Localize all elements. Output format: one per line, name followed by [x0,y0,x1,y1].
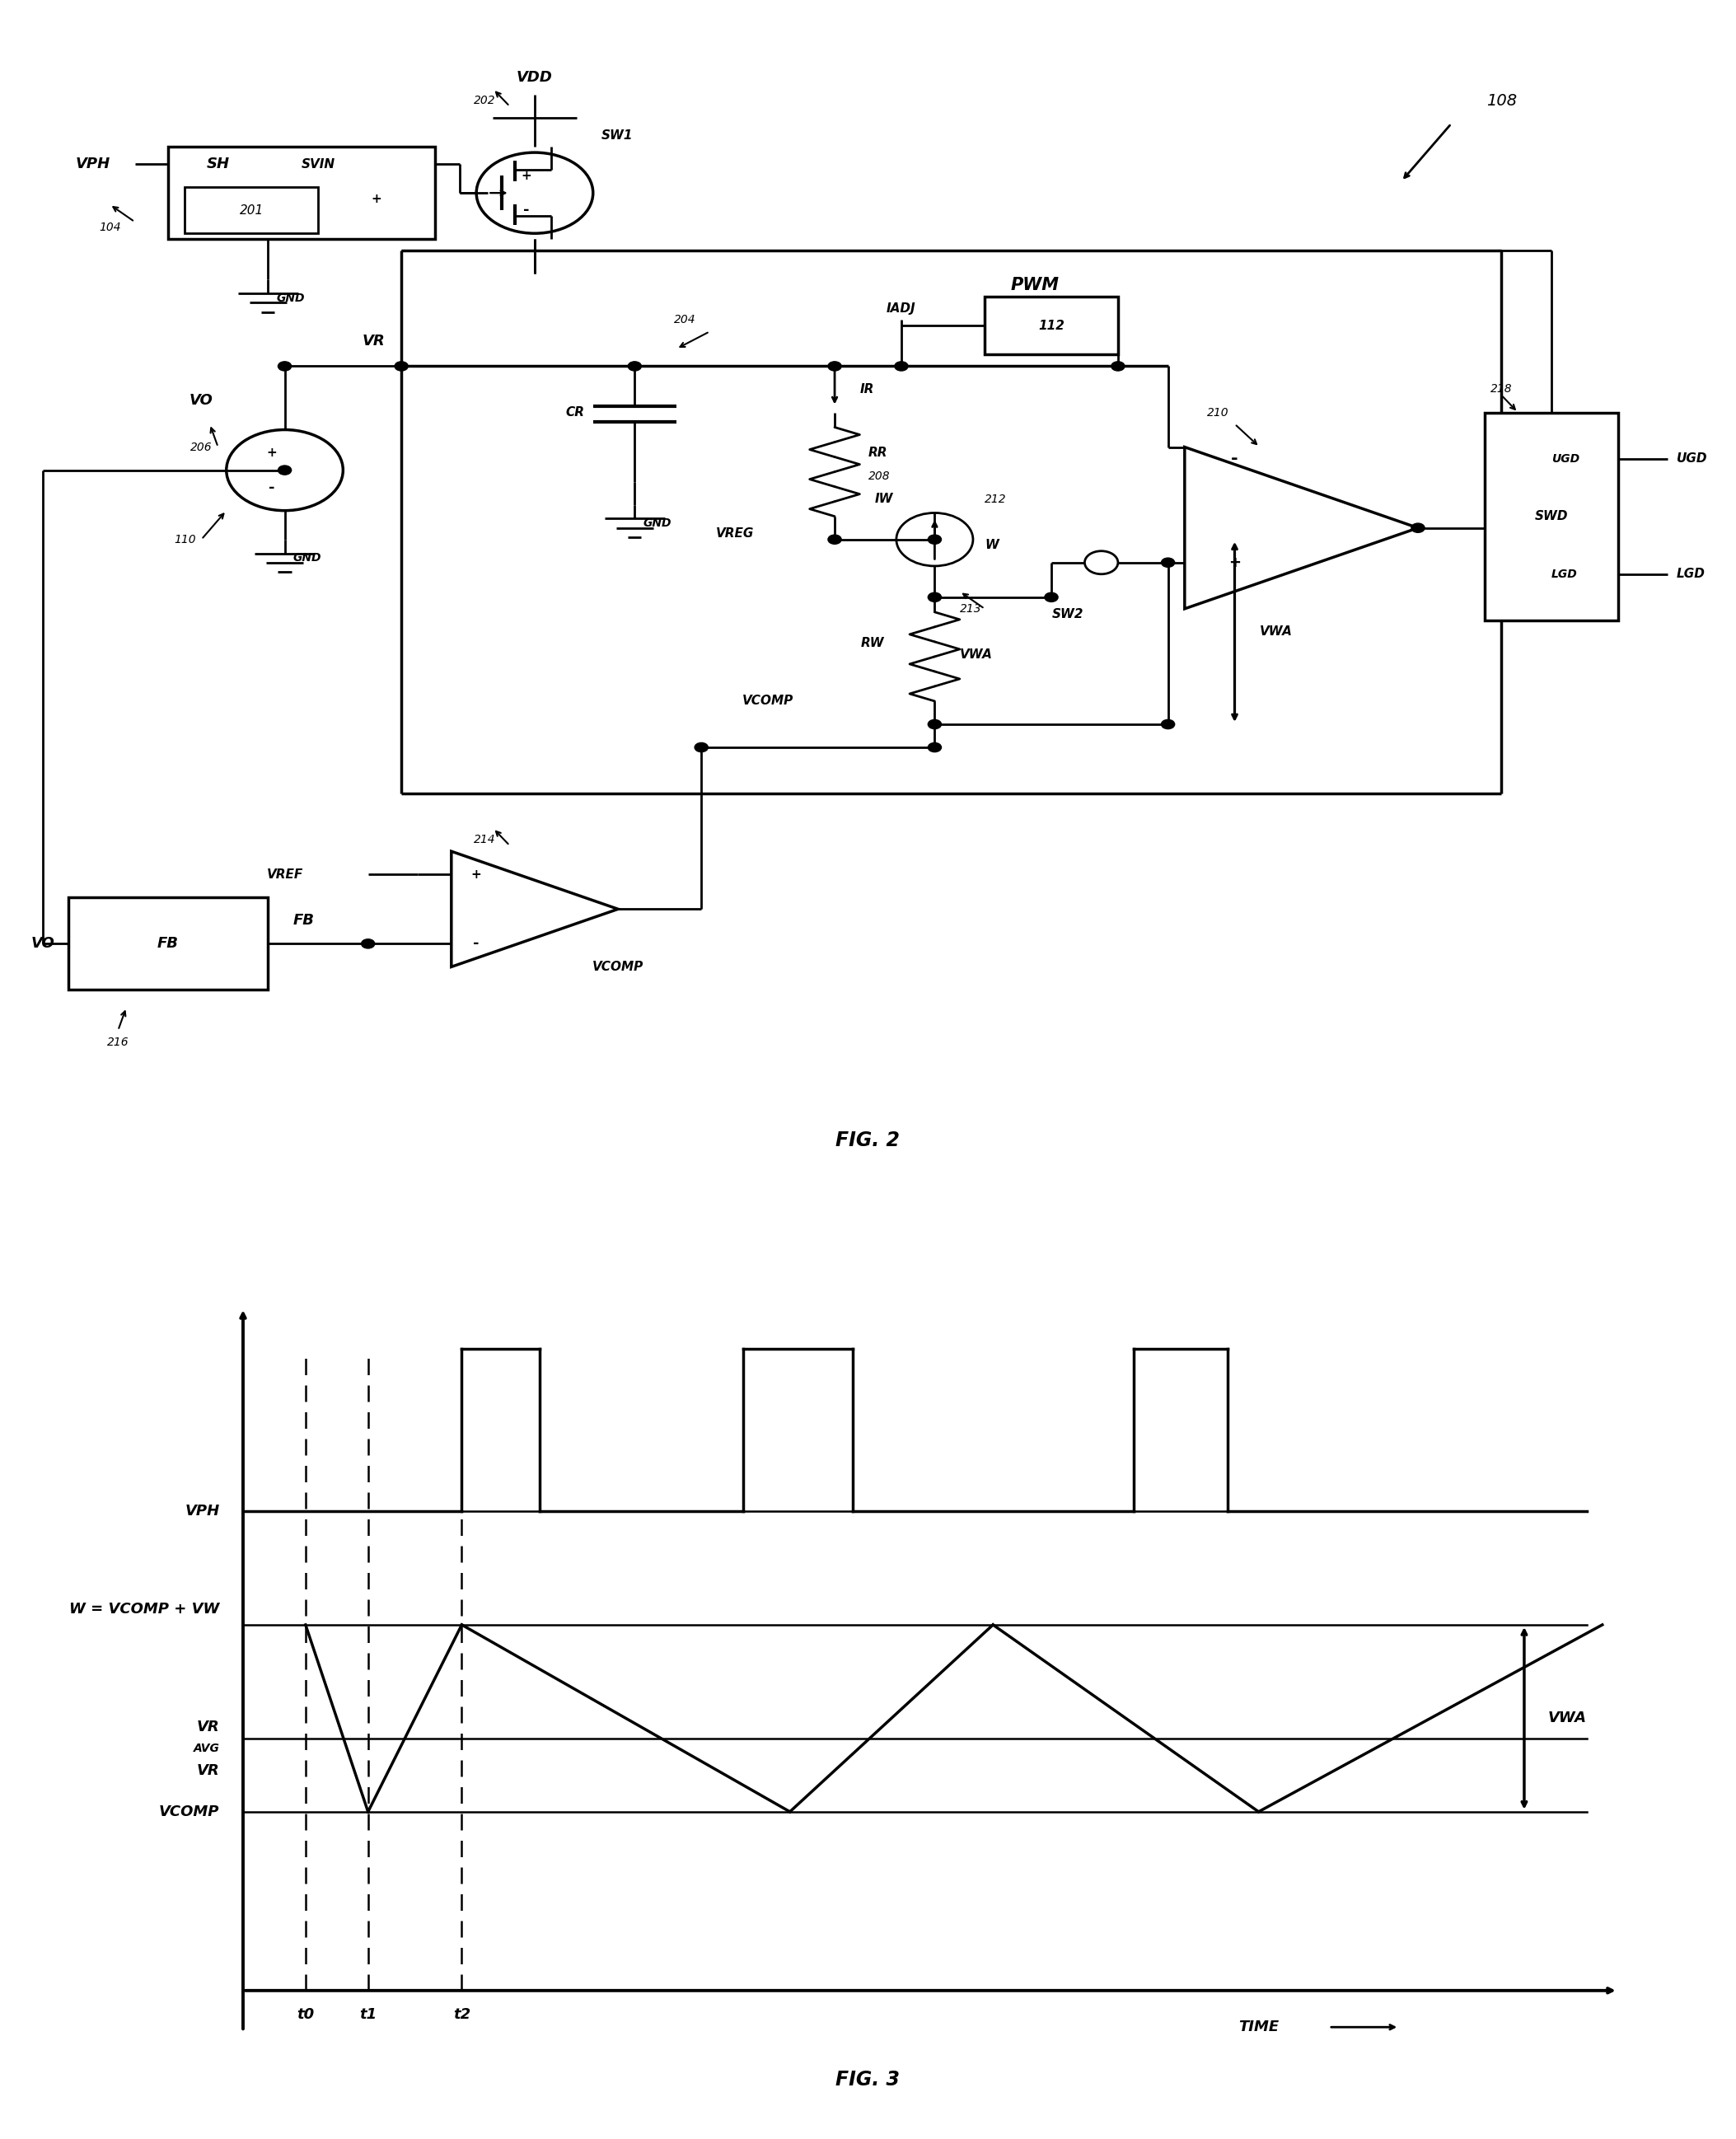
Text: VCOMP: VCOMP [160,1805,219,1818]
Text: 104: 104 [99,222,122,233]
Text: VO: VO [189,394,214,409]
Text: +: + [470,868,481,881]
Text: t1: t1 [359,2009,377,2021]
Text: SW1: SW1 [601,128,634,141]
Text: t0: t0 [297,2009,314,2021]
Text: +: + [372,193,382,205]
Text: AVG: AVG [193,1743,219,1754]
Circle shape [929,535,941,543]
Bar [168,148,434,240]
Text: VR: VR [361,334,385,349]
Text: GND: GND [293,552,321,565]
Text: VR: VR [196,1765,219,1778]
Circle shape [1411,524,1425,533]
Text: -: - [523,203,529,218]
Circle shape [1045,593,1057,601]
Text: VDD: VDD [517,71,552,86]
Circle shape [1111,361,1125,370]
Text: 208: 208 [868,471,891,481]
Bar [68,898,267,990]
Bar [184,188,318,233]
Circle shape [1161,719,1175,729]
Text: VWA: VWA [1260,627,1293,637]
Text: FIG. 3: FIG. 3 [835,2071,901,2090]
Text: VO: VO [31,937,56,952]
Text: UGD: UGD [1552,453,1580,464]
Circle shape [1161,558,1175,567]
Text: 204: 204 [674,314,696,325]
Text: VPH: VPH [76,156,111,171]
Text: 201: 201 [240,203,264,216]
Text: 216: 216 [108,1035,128,1048]
Text: CR: CR [566,406,585,419]
Circle shape [929,719,941,729]
Text: SWD: SWD [1535,511,1568,522]
Bar [1484,413,1618,620]
Text: +: + [521,169,531,182]
Circle shape [828,535,842,543]
Text: t2: t2 [453,2009,470,2021]
Text: GND: GND [276,293,306,304]
Text: 214: 214 [474,834,496,845]
Text: 202: 202 [474,94,496,107]
Text: VREG: VREG [715,528,753,539]
Text: W = VCOMP + VW: W = VCOMP + VW [69,1602,219,1617]
Circle shape [828,361,842,370]
Text: IW: IW [875,492,892,505]
Text: GND: GND [642,518,672,528]
Text: VCOMP: VCOMP [592,960,644,973]
Text: -: - [269,479,274,494]
Text: 206: 206 [191,441,212,453]
Text: 218: 218 [1489,383,1512,396]
Text: PWM: PWM [1010,278,1059,293]
Text: SVIN: SVIN [300,158,335,171]
Text: SW2: SW2 [1052,607,1083,620]
Text: 108: 108 [1486,92,1517,109]
Circle shape [361,939,375,948]
Text: 110: 110 [174,535,196,545]
Text: IR: IR [859,383,873,396]
Text: VCOMP: VCOMP [743,695,793,708]
Text: RR: RR [868,447,887,460]
Text: FB: FB [158,937,179,952]
Circle shape [278,466,292,475]
Text: VR: VR [196,1720,219,1735]
Text: RW: RW [861,637,885,650]
Text: W: W [984,539,998,552]
Text: UGD: UGD [1677,453,1706,464]
Text: TIME: TIME [1238,2019,1279,2034]
Text: LGD: LGD [1677,569,1705,580]
Text: VPH: VPH [184,1504,219,1519]
Text: 210: 210 [1207,406,1229,417]
Text: SH: SH [207,156,229,171]
Text: 112: 112 [1038,319,1064,332]
Text: +: + [266,447,276,460]
Text: VREF: VREF [266,868,304,881]
Text: 212: 212 [984,494,1007,505]
Circle shape [278,361,292,370]
Text: FB: FB [293,913,314,928]
Circle shape [929,593,941,601]
Text: VWA: VWA [960,648,993,661]
Text: VWA: VWA [1549,1711,1587,1726]
Circle shape [394,361,408,370]
Text: +: + [1229,556,1241,569]
Text: FIG. 2: FIG. 2 [835,1129,901,1151]
Circle shape [628,361,641,370]
Circle shape [894,361,908,370]
Bar [984,297,1118,355]
Text: -: - [1231,451,1238,466]
Text: IADJ: IADJ [887,302,917,314]
Circle shape [929,742,941,753]
Text: 213: 213 [960,603,981,614]
Text: LGD: LGD [1552,569,1578,580]
Circle shape [694,742,708,753]
Text: -: - [474,937,479,952]
